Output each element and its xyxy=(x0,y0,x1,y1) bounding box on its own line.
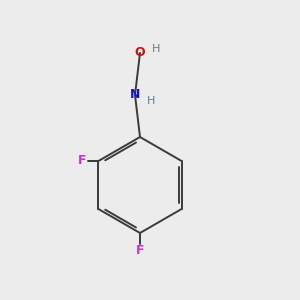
Text: O: O xyxy=(135,46,145,59)
Text: H: H xyxy=(147,96,155,106)
Text: F: F xyxy=(136,244,144,257)
Text: F: F xyxy=(78,154,87,167)
Text: H: H xyxy=(152,44,160,54)
Text: N: N xyxy=(130,88,140,101)
